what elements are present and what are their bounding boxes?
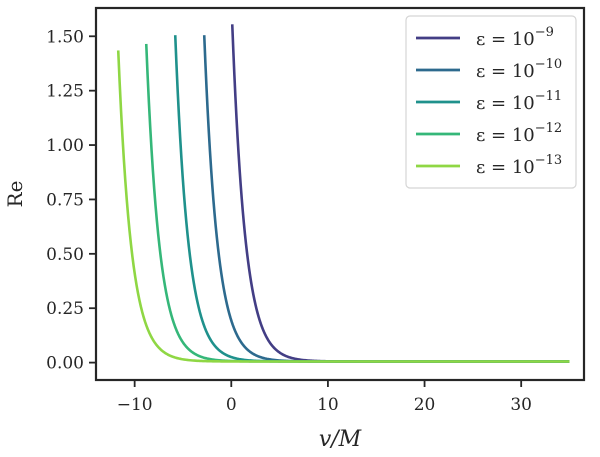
y-tick-label: 0.75 xyxy=(46,190,84,210)
x-tick-label: −10 xyxy=(117,395,153,415)
series-line-4 xyxy=(116,50,570,363)
y-axis-ticks: 0.00 0.25 0.50 0.75 1.00 1.25 1.50 xyxy=(46,27,96,374)
legend-label-1: ε = 10−10 xyxy=(476,57,562,82)
x-axis-label: v/M xyxy=(319,427,362,452)
x-tick-label: 10 xyxy=(317,395,339,415)
legend: ε = 10−9ε = 10−10ε = 10−11ε = 10−12ε = 1… xyxy=(405,15,577,189)
legend-label-4: ε = 10−13 xyxy=(476,153,562,178)
x-tick-label: 30 xyxy=(510,395,532,415)
x-axis-ticks: −10 0 10 20 30 xyxy=(117,380,532,415)
legend-label-exponent: −9 xyxy=(535,25,554,40)
legend-label-base: ε = 10 xyxy=(476,125,535,146)
x-tick-label: 20 xyxy=(414,395,436,415)
x-tick-label: 0 xyxy=(226,395,237,415)
axes-frame xyxy=(94,6,586,382)
legend-label-base: ε = 10 xyxy=(476,29,535,50)
legend-label-0: ε = 10−9 xyxy=(476,25,554,50)
legend-label-exponent: −12 xyxy=(535,121,562,136)
y-tick-label: 0.25 xyxy=(46,299,84,319)
y-tick-label: 0.00 xyxy=(46,354,84,374)
legend-label-base: ε = 10 xyxy=(476,61,535,82)
y-axis-label: Re xyxy=(3,181,27,208)
legend-label-2: ε = 10−11 xyxy=(476,89,562,114)
y-tick-label: 1.00 xyxy=(46,136,84,156)
y-tick-label: 1.25 xyxy=(46,82,84,102)
y-tick-label: 0.50 xyxy=(46,245,84,265)
legend-label-base: ε = 10 xyxy=(476,157,535,178)
plot-lines xyxy=(116,24,570,363)
legend-label-exponent: −11 xyxy=(535,89,562,104)
legend-label-3: ε = 10−12 xyxy=(476,121,562,146)
legend-label-exponent: −13 xyxy=(535,153,562,168)
legend-label-exponent: −10 xyxy=(535,57,562,72)
y-tick-label: 1.50 xyxy=(46,27,84,47)
legend-box xyxy=(405,15,577,189)
legend-label-base: ε = 10 xyxy=(476,93,535,114)
